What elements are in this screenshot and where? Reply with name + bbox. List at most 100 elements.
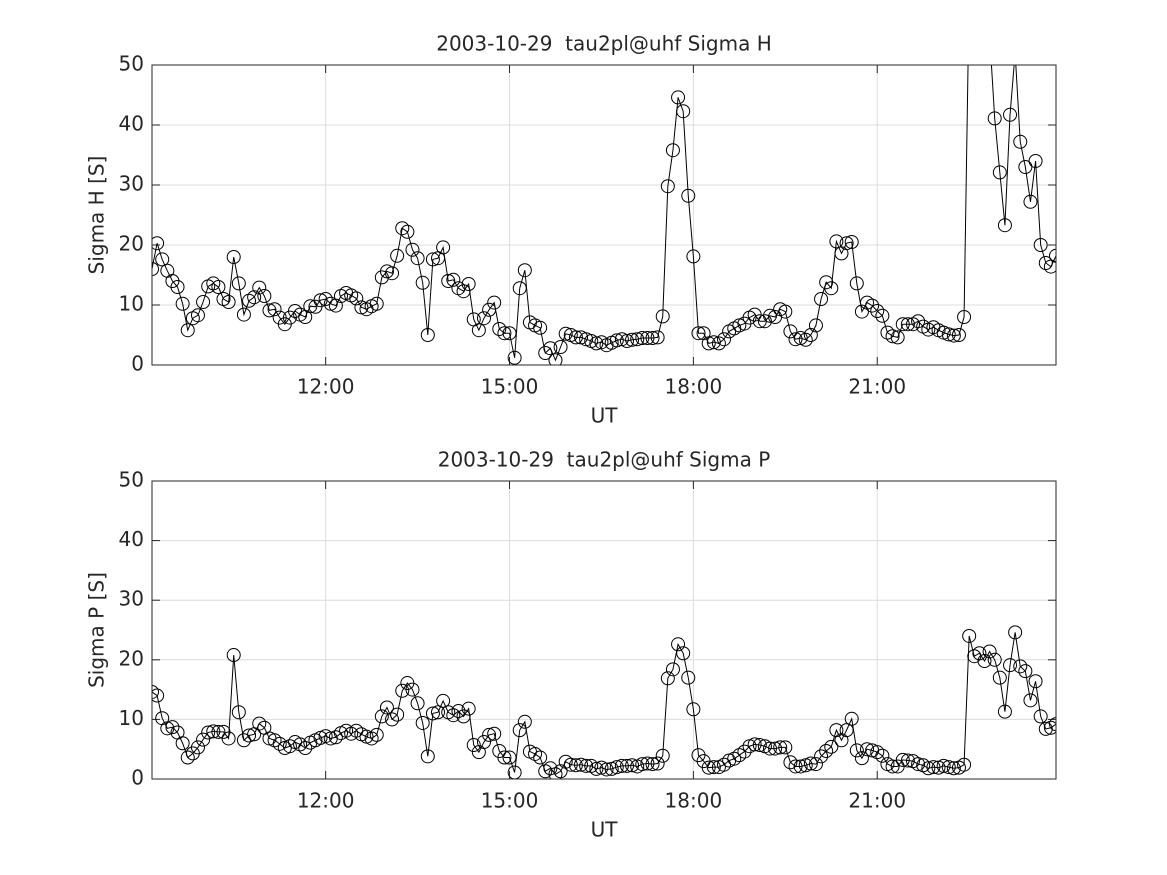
data-point: [190, 740, 205, 755]
data-point: [788, 332, 803, 347]
data-point: [533, 320, 548, 335]
data-point: [798, 332, 813, 347]
data-point: [247, 290, 262, 305]
data-point: [701, 336, 716, 351]
data-point: [655, 309, 670, 324]
data-point: [1018, 160, 1033, 174]
data-point: [512, 281, 527, 296]
data-point: [221, 295, 236, 309]
data-point: [395, 683, 410, 698]
data-point: [1023, 693, 1038, 708]
plot-area: [152, 625, 1056, 779]
data-point: [517, 714, 532, 729]
data-point: [206, 724, 221, 739]
data-point: [1023, 194, 1038, 209]
data-point: [987, 111, 1002, 126]
data-point: [941, 327, 956, 342]
data-point: [768, 741, 783, 756]
data-point: [517, 263, 532, 278]
data-point: [211, 724, 226, 739]
data-point: [568, 758, 583, 773]
data-point: [911, 757, 926, 772]
data-point: [814, 749, 829, 764]
data-point: [640, 756, 655, 771]
y-tick-label: 50: [119, 52, 144, 76]
data-point: [272, 736, 287, 751]
data-point: [405, 682, 420, 697]
data-point: [242, 728, 257, 743]
data-point: [436, 693, 451, 708]
data-point: [487, 295, 502, 310]
data-point: [875, 748, 890, 763]
data-point: [231, 705, 246, 720]
data-point: [170, 280, 185, 294]
data-point: [752, 738, 767, 753]
data-point: [155, 252, 170, 267]
data-point: [737, 744, 752, 759]
data-point: [236, 733, 251, 748]
y-tick-label: 10: [119, 706, 144, 730]
data-point: [328, 730, 343, 745]
data-point: [625, 758, 640, 773]
data-point: [196, 295, 211, 309]
data-point: [487, 726, 502, 741]
data-point: [553, 764, 568, 779]
data-point: [870, 304, 885, 318]
y-tick-label: 20: [119, 232, 144, 256]
data-point: [420, 749, 435, 764]
x-tick-label: 21:00: [848, 375, 906, 399]
data-point: [431, 705, 446, 720]
data-point: [221, 731, 236, 746]
data-point: [476, 735, 491, 750]
data-point: [252, 716, 267, 731]
data-line: [152, 632, 1056, 775]
x-tick-label: 15:00: [481, 375, 539, 399]
data-point: [1033, 709, 1048, 724]
data-point: [951, 328, 966, 342]
data-point: [762, 308, 777, 323]
data-point: [885, 329, 900, 344]
data-point: [152, 684, 159, 699]
data-point: [267, 302, 282, 317]
data-point: [502, 326, 517, 341]
data-point: [977, 653, 992, 668]
data-point: [665, 143, 680, 158]
data-point: [997, 218, 1012, 233]
data-point: [686, 249, 701, 264]
data-point: [512, 723, 527, 738]
data-point: [1003, 658, 1018, 673]
data-line: [152, 65, 1056, 362]
data-point: [461, 277, 476, 291]
data-point: [328, 298, 343, 313]
data-point: [885, 759, 900, 774]
data-point: [650, 330, 665, 345]
chart-title: 2003-10-29 tau2pl@uhf Sigma H: [436, 32, 772, 56]
data-point: [1033, 238, 1048, 252]
data-point: [711, 336, 726, 351]
data-point: [987, 652, 1002, 667]
data-point: [1008, 625, 1023, 640]
data-point: [946, 761, 961, 776]
data-point: [379, 700, 394, 715]
data-point: [441, 274, 456, 288]
data-point: [676, 104, 691, 119]
data-point: [175, 736, 190, 751]
data-point: [369, 296, 384, 311]
data-point: [619, 758, 634, 773]
data-point: [635, 757, 650, 772]
data-point: [236, 307, 251, 322]
data-point: [875, 308, 890, 323]
data-point: [808, 757, 823, 772]
data-point: [497, 326, 512, 341]
data-point: [1043, 720, 1056, 735]
axes-box: [151, 480, 1057, 780]
data-point: [824, 281, 839, 296]
data-point: [226, 250, 241, 264]
data-point: [1049, 248, 1056, 263]
data-point: [757, 314, 772, 329]
data-point: [461, 701, 476, 716]
data-point: [175, 296, 190, 311]
data-point: [609, 333, 624, 348]
data-point: [911, 314, 926, 329]
